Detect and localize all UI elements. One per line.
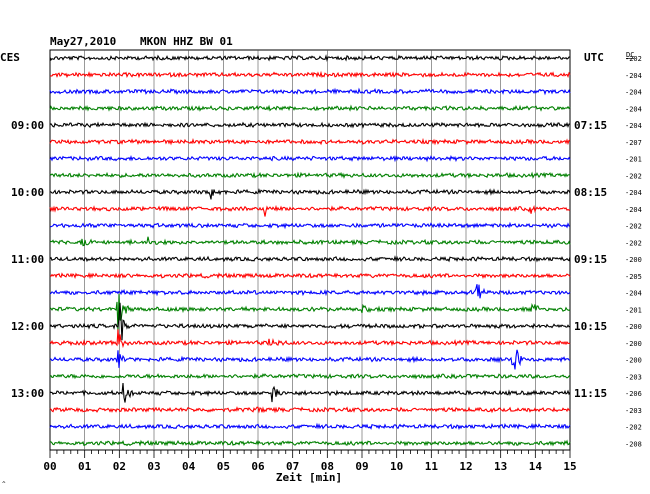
trace-0 bbox=[49, 54, 571, 63]
trace-17 bbox=[49, 329, 571, 349]
x-tick-label: 02 bbox=[113, 460, 126, 473]
trace-22 bbox=[49, 422, 571, 430]
x-tick-label: 11 bbox=[425, 460, 439, 473]
x-tick-label: 08 bbox=[321, 460, 334, 473]
x-tick-label: 10 bbox=[390, 460, 403, 473]
x-tick-label: 00 bbox=[43, 460, 56, 473]
dc-offset-label: -204 bbox=[625, 105, 642, 113]
trace-9 bbox=[49, 204, 571, 217]
dc-offset-label: -202 bbox=[625, 424, 642, 432]
trace-12 bbox=[49, 255, 571, 263]
trace-16 bbox=[49, 302, 571, 341]
x-tick-label: 04 bbox=[182, 460, 196, 473]
trace-13 bbox=[49, 272, 571, 280]
x-tick-label: 15 bbox=[563, 460, 576, 473]
trace-8 bbox=[49, 188, 571, 200]
trace-3 bbox=[49, 104, 571, 112]
left-time-label: 11:00 bbox=[11, 253, 44, 266]
dc-offset-label: -204 bbox=[625, 122, 642, 130]
dc-offset-label: -204 bbox=[625, 72, 642, 80]
right-zone-label: UTC bbox=[584, 51, 604, 64]
right-time-label: 11:15 bbox=[574, 387, 607, 400]
trace-11 bbox=[49, 236, 571, 247]
time-axis: 00 01 02 03 04 05 06 07 08 09 10 11 12 13 14 15 bbox=[43, 450, 577, 473]
trace-23 bbox=[49, 439, 571, 447]
dc-offset-label: -204 bbox=[625, 89, 642, 97]
dc-label: DC bbox=[626, 51, 634, 59]
right-time-label: 07:15 bbox=[574, 119, 607, 132]
x-tick-label: 09 bbox=[355, 460, 368, 473]
left-time-label: 09:00 bbox=[11, 119, 44, 132]
left-time-label: 10:00 bbox=[11, 186, 44, 199]
dc-offset-label: -204 bbox=[625, 206, 642, 214]
corner-mark: ^ bbox=[2, 481, 6, 488]
plot-frame bbox=[49, 49, 571, 451]
trace-2 bbox=[49, 87, 571, 96]
trace-14 bbox=[49, 284, 571, 299]
dc-offset-label: -203 bbox=[625, 373, 642, 381]
left-time-label: 12:00 bbox=[11, 320, 44, 333]
dc-offset-label: -202 bbox=[625, 55, 642, 63]
dc-offset-label: -200 bbox=[625, 256, 642, 264]
dc-offset-label: -202 bbox=[625, 223, 642, 231]
dc-offset-label: -202 bbox=[625, 239, 642, 247]
right-time-label: 09:15 bbox=[574, 253, 607, 266]
x-tick-label: 03 bbox=[147, 460, 160, 473]
dc-offset-label: -205 bbox=[625, 273, 642, 281]
trace-labels: 09:00 10:00 11:00 12:00 13:00 07:15 08:15 09:15… bbox=[11, 55, 642, 448]
minute-grid bbox=[84, 50, 536, 450]
left-zone-label: CES bbox=[0, 51, 20, 64]
x-tick-label: 01 bbox=[78, 460, 92, 473]
dc-offset-label: -207 bbox=[625, 139, 642, 147]
dc-offset-label: -204 bbox=[625, 189, 642, 197]
seismogram-traces bbox=[49, 54, 571, 447]
trace-7 bbox=[49, 171, 571, 179]
x-tick-label: 06 bbox=[251, 460, 265, 473]
dc-offset-label: -208 bbox=[625, 440, 642, 448]
trace-15 bbox=[49, 294, 571, 332]
dc-offset-label: -200 bbox=[625, 340, 642, 348]
trace-20 bbox=[49, 383, 571, 403]
dc-offset-label: -202 bbox=[625, 172, 642, 180]
trace-18 bbox=[49, 349, 571, 370]
right-time-label: 08:15 bbox=[574, 186, 607, 199]
dc-offset-label: -203 bbox=[625, 407, 642, 415]
x-tick-label: 07 bbox=[286, 460, 299, 473]
header-date: May27,2010 bbox=[50, 35, 116, 48]
left-time-label: 13:00 bbox=[11, 387, 44, 400]
header-station: MKON HHZ BW 01 bbox=[140, 35, 233, 48]
x-axis-title: Zeit [min] bbox=[276, 471, 342, 484]
dc-offset-label: -201 bbox=[625, 306, 642, 314]
dc-offset-label: -204 bbox=[625, 290, 642, 298]
x-tick-label: 05 bbox=[217, 460, 230, 473]
trace-6 bbox=[49, 155, 571, 163]
x-tick-label: 13 bbox=[494, 460, 507, 473]
trace-4 bbox=[49, 121, 570, 129]
x-tick-label: 12 bbox=[459, 460, 472, 473]
trace-5 bbox=[49, 137, 571, 146]
dc-offset-label: -200 bbox=[625, 323, 642, 331]
trace-1 bbox=[49, 70, 571, 79]
x-tick-label: 14 bbox=[529, 460, 543, 473]
right-time-label: 10:15 bbox=[574, 320, 607, 333]
dc-offset-label: -206 bbox=[625, 390, 642, 398]
trace-19 bbox=[49, 372, 571, 380]
trace-21 bbox=[49, 406, 571, 414]
trace-10 bbox=[50, 221, 571, 230]
dc-offset-label: -200 bbox=[625, 357, 642, 365]
dc-offset-label: -201 bbox=[625, 156, 642, 164]
plot-border bbox=[49, 49, 571, 451]
